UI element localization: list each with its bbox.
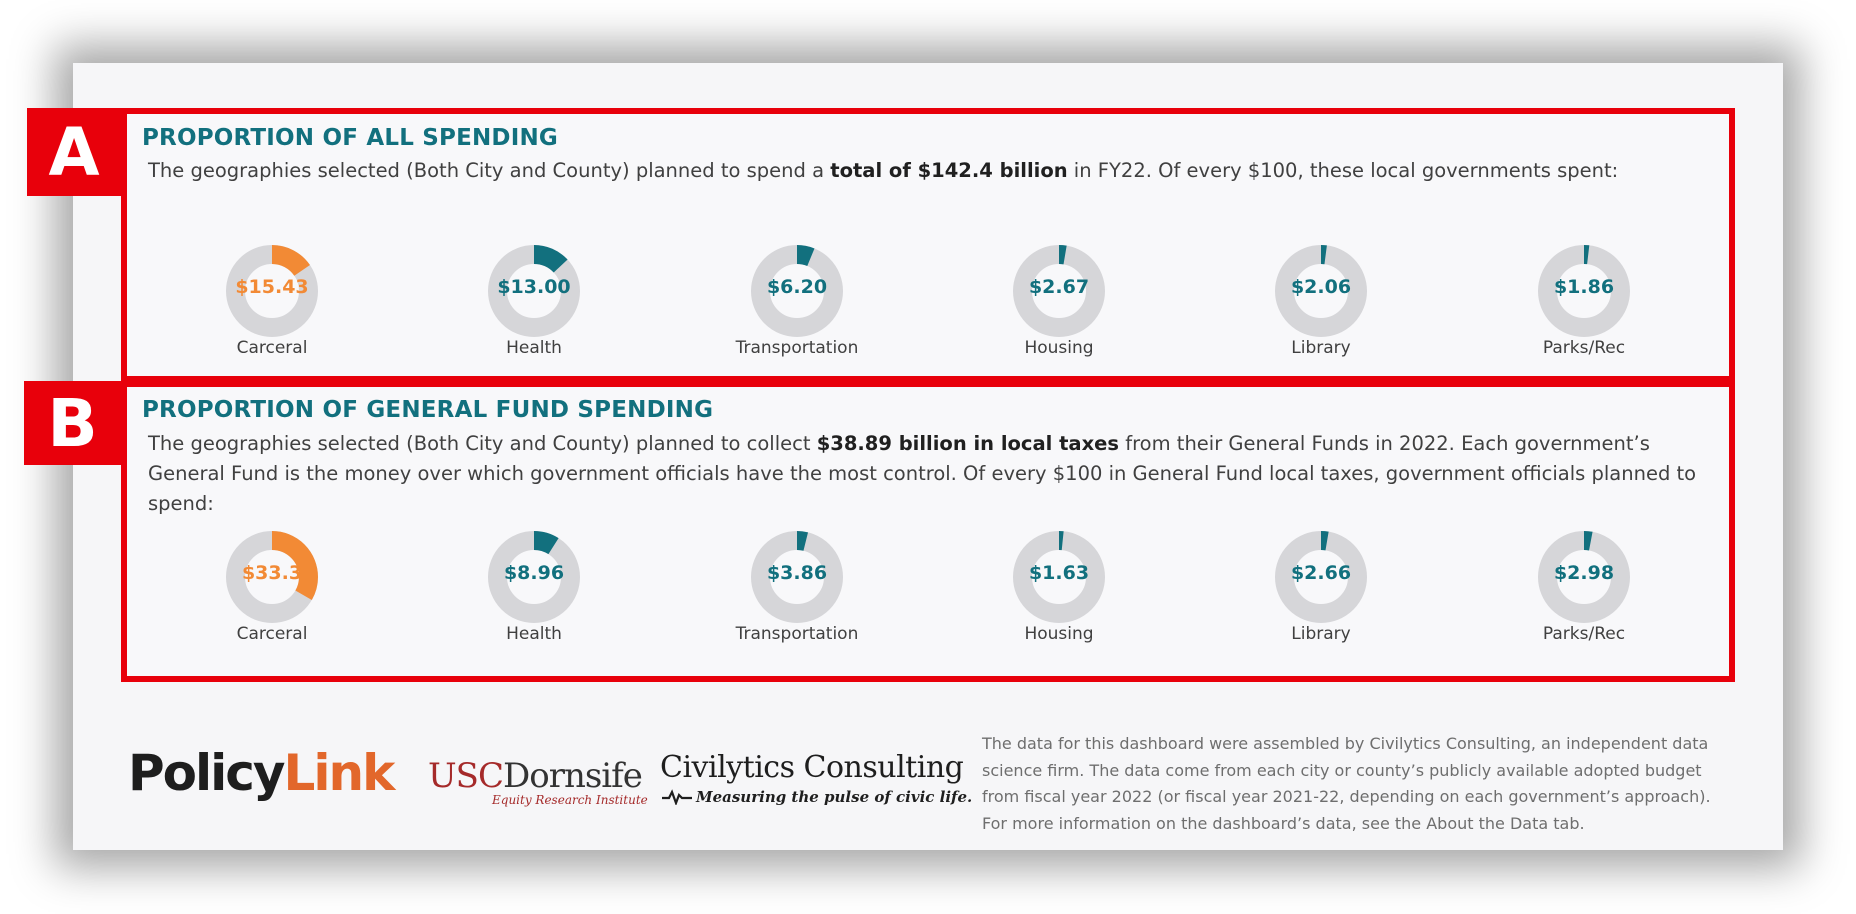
civilytics-tagline: Measuring the pulse of civic life.	[662, 788, 972, 806]
usc-dornsife-logo: USCDornsife	[428, 756, 643, 796]
section-b-badge: B	[24, 381, 121, 465]
general-fund-donut-housing: $1.63 Housing	[979, 529, 1139, 649]
usc-dornsife-subtitle: Equity Research Institute	[492, 793, 648, 807]
donut-chart	[751, 245, 843, 337]
data-source-note: The data for this dashboard were assembl…	[982, 734, 1711, 833]
donut-value-label: $8.96	[503, 562, 565, 584]
all-donut-library: $2.06 Library	[1241, 243, 1401, 363]
all-donut-transportation: $6.20 Transportation	[717, 243, 877, 363]
donut-category-label: Carceral	[236, 338, 308, 358]
donut-category-label: Carceral	[236, 624, 308, 644]
donut-category-label: Housing	[1024, 338, 1094, 358]
donut-slice-parks-rec	[1538, 531, 1630, 623]
policylink-logo: PolicyLink	[128, 744, 395, 802]
donut-slice-housing	[1013, 531, 1105, 623]
donut-category-label: Health	[506, 624, 562, 644]
donut-value-label: $2.98	[1553, 562, 1615, 584]
donut-value-label: $3.86	[766, 562, 828, 584]
section-all-spending	[121, 108, 1735, 382]
donut-chart	[1538, 245, 1630, 337]
donut-category-label: Housing	[1024, 624, 1094, 644]
donut-chart	[1013, 531, 1105, 623]
donut-chart	[1013, 245, 1105, 337]
all-donut-housing: $2.67 Housing	[979, 243, 1139, 363]
general-fund-donut-transportation: $3.86 Transportation	[717, 529, 877, 649]
donut-chart	[751, 531, 843, 623]
donut-chart	[1275, 531, 1367, 623]
donut-value-label: $1.63	[1028, 562, 1090, 584]
donut-value-label: $13.00	[497, 276, 571, 298]
donut-category-label: Library	[1291, 624, 1351, 644]
civilytics-logo: Civilytics Consulting	[660, 750, 964, 785]
donut-slice-carceral	[226, 531, 318, 623]
donut-chart	[226, 531, 318, 623]
donut-value-label: $33.3	[241, 562, 303, 584]
donut-chart	[1538, 531, 1630, 623]
donut-value-label: $2.06	[1290, 276, 1352, 298]
donut-category-label: Library	[1291, 338, 1351, 358]
all-donut-health: $13.00 Health	[454, 243, 614, 363]
donut-slice-health	[488, 245, 580, 337]
donut-category-label: Parks/Rec	[1542, 624, 1626, 644]
all-donut-carceral: $15.43 Carceral	[192, 243, 352, 363]
donut-slice-parks-rec	[1538, 245, 1630, 337]
donut-category-label: Health	[506, 338, 562, 358]
donut-chart	[226, 245, 318, 337]
section-b-title: PROPORTION OF GENERAL FUND SPENDING	[142, 397, 714, 423]
section-general-fund-spending	[121, 381, 1735, 682]
section-a-title: PROPORTION OF ALL SPENDING	[142, 125, 559, 151]
general-fund-donut-health: $8.96 Health	[454, 529, 614, 649]
donut-slice-health	[488, 531, 580, 623]
donut-category-label: Parks/Rec	[1542, 338, 1626, 358]
general-fund-donut-carceral: $33.3 Carceral	[192, 529, 352, 649]
all-donut-parks-rec: $1.86 Parks/Rec	[1504, 243, 1664, 363]
donut-chart	[488, 531, 580, 623]
donut-slice-library	[1275, 245, 1367, 337]
donut-slice-library	[1275, 531, 1367, 623]
pulse-icon	[662, 789, 692, 805]
section-b-description: The geographies selected (Both City and …	[148, 432, 1697, 515]
general-fund-donut-library: $2.66 Library	[1241, 529, 1401, 649]
section-a-description: The geographies selected (Both City and …	[148, 159, 1619, 182]
section-a-badge: A	[27, 108, 121, 196]
donut-slice-carceral	[226, 245, 318, 337]
donut-value-label: $2.67	[1028, 276, 1090, 298]
general-fund-donut-parks-rec: $2.98 Parks/Rec	[1504, 529, 1664, 649]
donut-value-label: $1.86	[1553, 276, 1615, 298]
donut-category-label: Transportation	[735, 338, 859, 358]
donut-value-label: $2.66	[1290, 562, 1352, 584]
donut-slice-housing	[1013, 245, 1105, 337]
donut-category-label: Transportation	[735, 624, 859, 644]
donut-chart	[1275, 245, 1367, 337]
donut-slice-transportation	[751, 245, 843, 337]
donut-value-label: $6.20	[766, 276, 828, 298]
donut-value-label: $15.43	[235, 276, 309, 298]
donut-chart	[488, 245, 580, 337]
donut-slice-transportation	[751, 531, 843, 623]
